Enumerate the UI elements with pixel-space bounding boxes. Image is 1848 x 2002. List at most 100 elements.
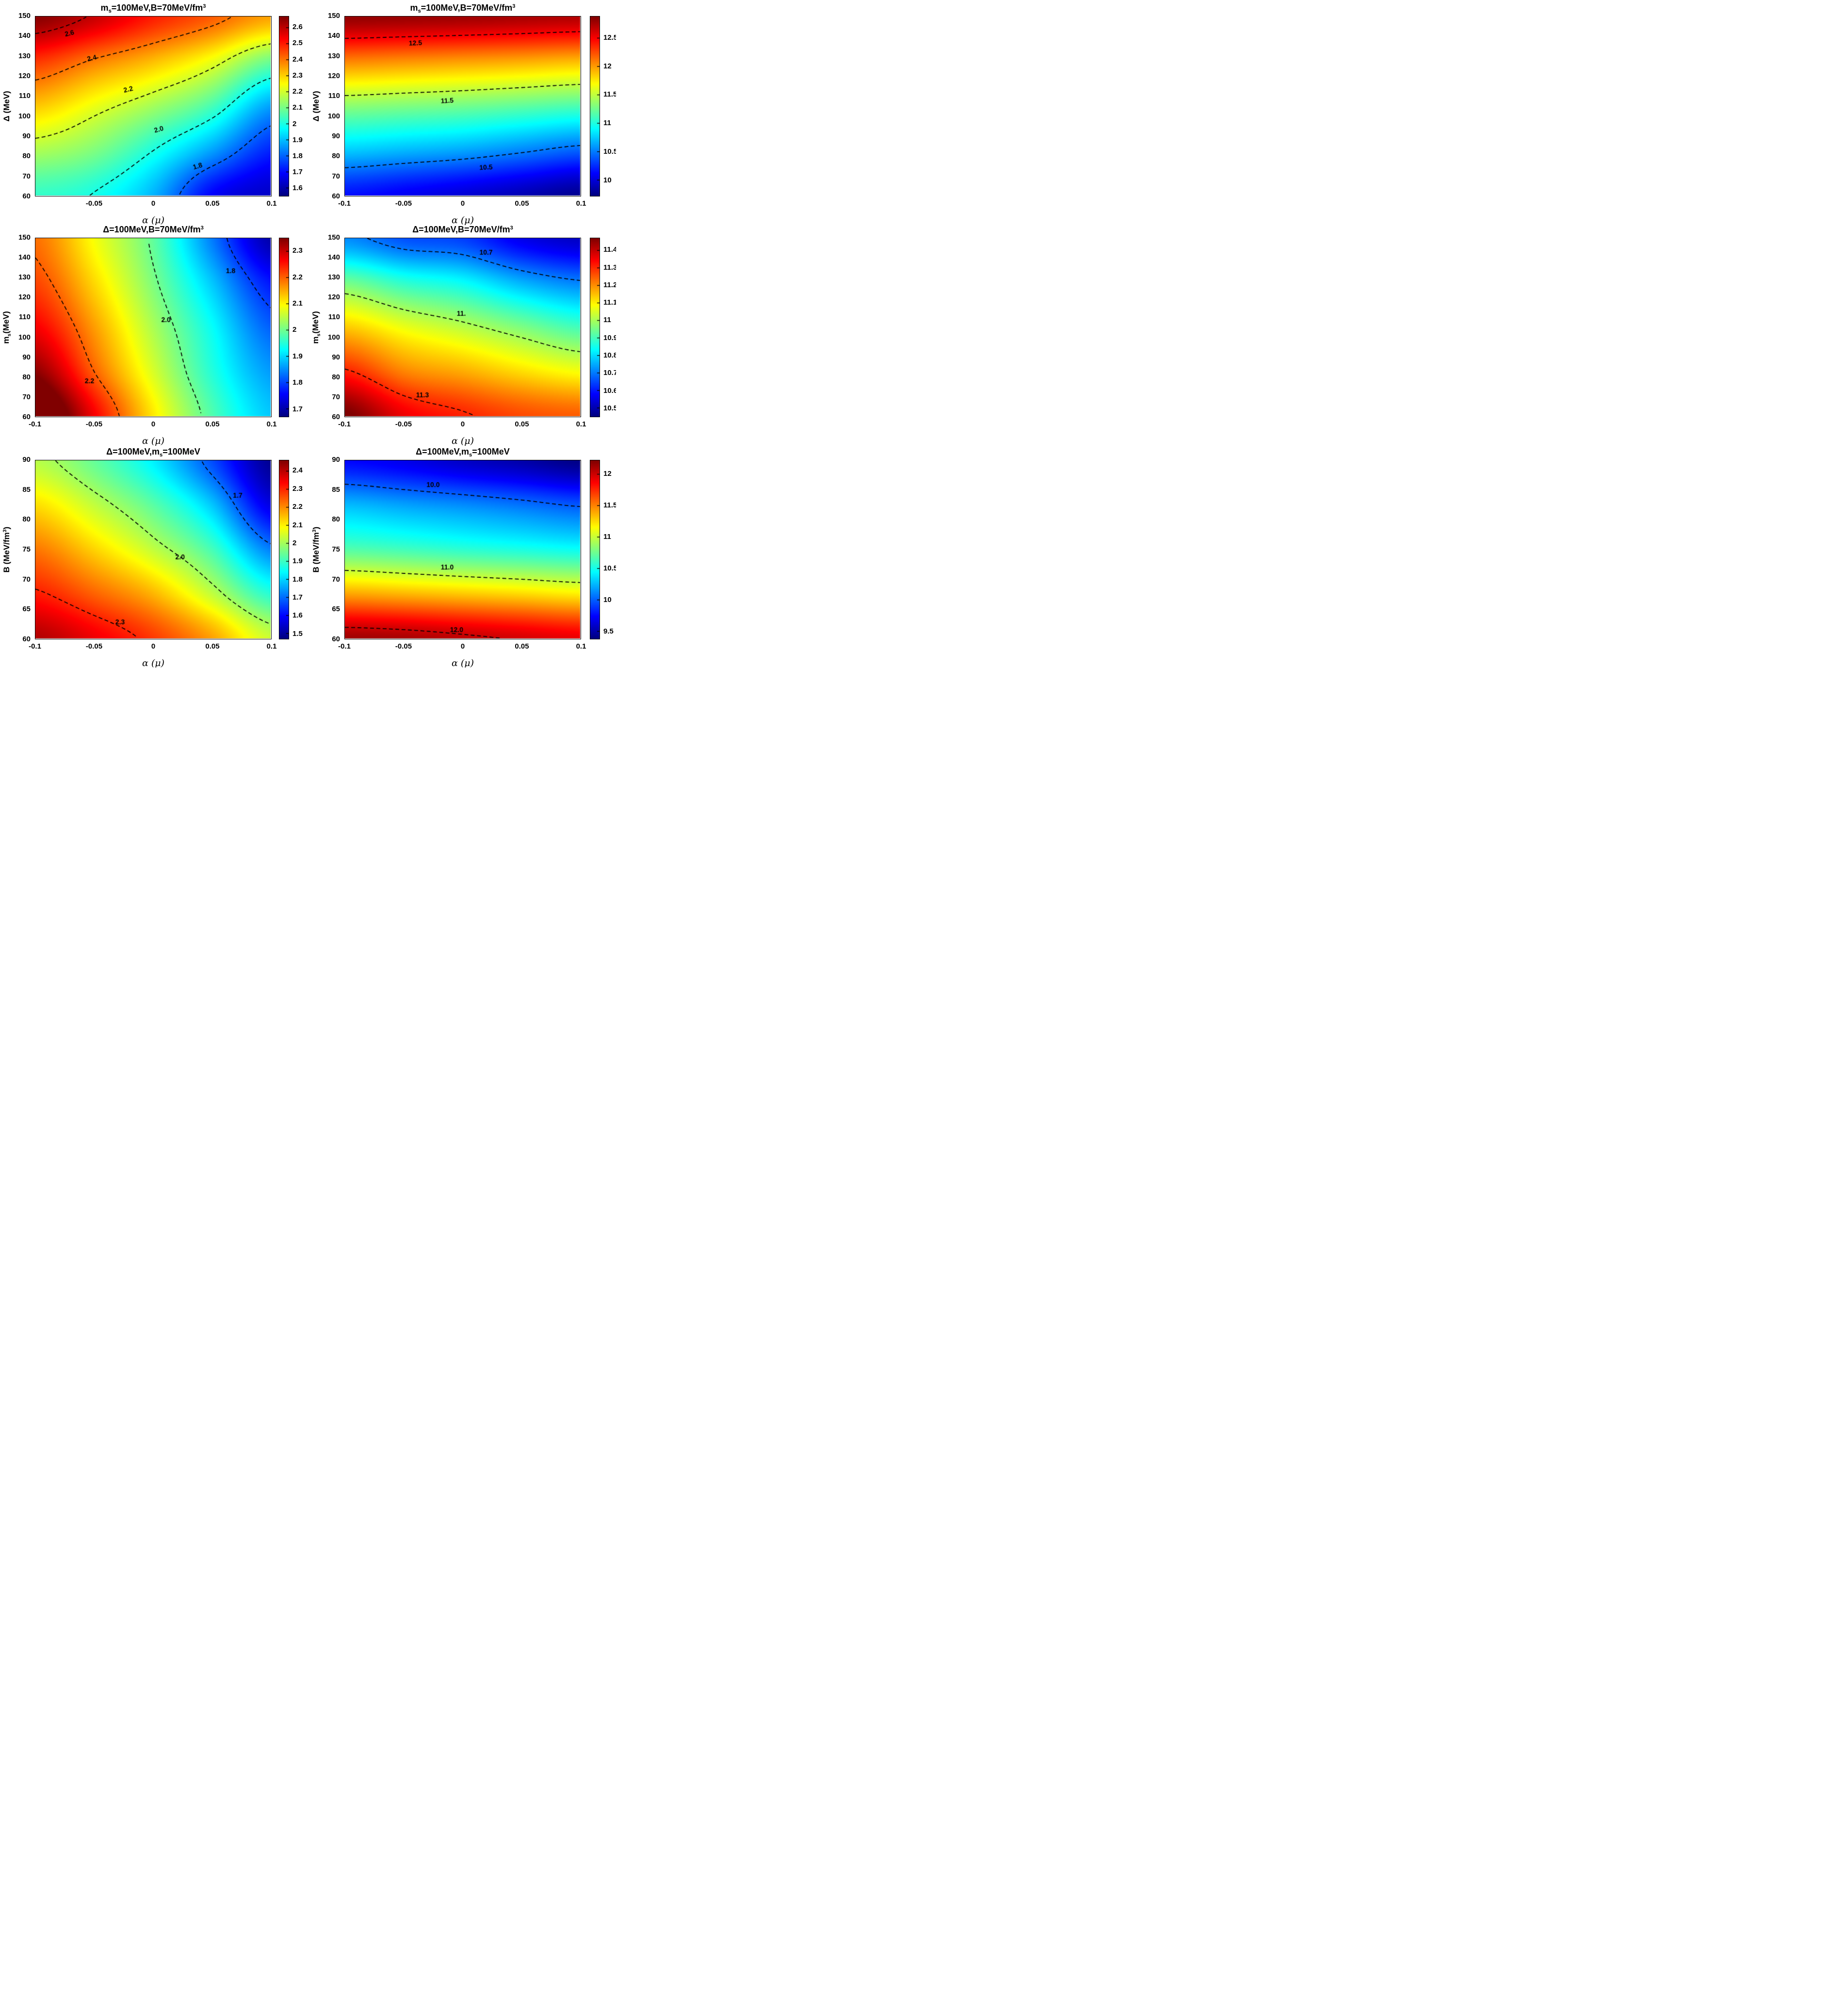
y-tick-label: 60 (332, 192, 340, 200)
x-tick-label: 0.1 (266, 199, 277, 208)
colorbar-tick-label: 1.9 (292, 557, 303, 566)
x-axis-label: α (μ) (451, 436, 474, 446)
x-tick-label: 0.05 (205, 642, 220, 651)
y-tick-label: 60 (22, 635, 31, 643)
y-tick-label: 150 (327, 12, 340, 20)
colorbar-tick-label: 10.6 (603, 386, 616, 395)
x-tick-label: 0 (151, 642, 156, 651)
colorbar-tick-label: 10.5 (603, 147, 616, 156)
x-tick-label: -0.1 (29, 642, 41, 651)
colorbar-tick-label: 1.9 (292, 135, 303, 144)
x-tick-label: -0.05 (85, 642, 103, 651)
colorbar-tick-label: 2.1 (292, 521, 303, 529)
colorbar-canvas (590, 238, 600, 417)
subplot-middle-left: Δ=100MeV,B=70MeV/fm3 ms(MeV) α (μ) -0.1-… (0, 0, 616, 667)
colorbar-tick-label: 1.8 (292, 378, 303, 387)
x-tick-label: -0.05 (395, 642, 412, 651)
x-tick-label: -0.05 (85, 420, 103, 428)
y-tick-label: 85 (332, 485, 340, 494)
colorbar-tick-label: 2.3 (292, 246, 303, 255)
text-segment: 3 (311, 529, 318, 533)
colorbar-tick-label: 11.5 (603, 90, 616, 99)
text-segment: =100MeV,B=70MeV/fm (111, 3, 203, 13)
colorbar-tick-label: 10 (603, 176, 612, 185)
colorbar (590, 460, 600, 639)
y-tick-label: 75 (22, 545, 31, 553)
colorbar-tick-label: 2.2 (292, 503, 303, 511)
subplot-bottom-left: Δ=100MeV,ms=100MeV B (MeV/fm3) α (μ) -0.… (0, 0, 616, 667)
y-tick-label: 130 (18, 273, 31, 282)
colorbar-tick-label: 1.6 (292, 184, 303, 193)
x-tick-label: 0.05 (515, 199, 529, 208)
text-segment: =100MeV (162, 447, 200, 456)
x-tick-label: 0.05 (205, 420, 220, 428)
colorbar-tick-label: 1.7 (292, 593, 303, 602)
plot-title: ms=100MeV,B=70MeV/fm3 (410, 3, 516, 14)
y-tick-label: 60 (22, 192, 31, 200)
y-tick-label: 110 (18, 313, 31, 322)
heatmap-plot-area (344, 16, 581, 196)
colorbar-tick-label: 11.2 (603, 280, 616, 289)
x-tick-label: 0.1 (266, 420, 277, 428)
colorbar-tick-label: 1.5 (292, 629, 303, 638)
colorbar-tick-label: 2 (292, 119, 297, 128)
colorbar-tick-label: 10.5 (603, 564, 616, 573)
subplot-top-left: ms=100MeV,B=70MeV/fm3 Δ (MeV) α (μ) -0.0… (0, 0, 616, 667)
text-segment: s (108, 8, 112, 15)
x-tick-label: 0 (460, 199, 465, 208)
y-tick-label: 90 (332, 456, 340, 464)
y-tick-label: 80 (332, 152, 340, 161)
colorbar-tick-label: 11 (603, 119, 611, 128)
colorbar-tick-label: 11.5 (603, 501, 616, 509)
y-tick-label: 100 (18, 333, 31, 342)
x-tick-label: 0 (460, 642, 465, 651)
x-tick-label: -0.05 (395, 199, 412, 208)
y-tick-label: 80 (22, 373, 31, 381)
colorbar-tick-label: 1.8 (292, 575, 303, 584)
x-tick-label: -0.1 (29, 420, 41, 428)
x-tick-label: 0.05 (515, 420, 529, 428)
colorbar (279, 460, 289, 639)
plot-title: Δ=100MeV,ms=100MeV (416, 447, 510, 458)
colorbar (279, 16, 289, 196)
x-tick-label: 0 (151, 420, 156, 428)
y-tick-label: 120 (18, 293, 31, 302)
x-axis-label: α (μ) (142, 215, 165, 226)
colorbar-tick-label: 9.5 (603, 627, 614, 636)
heatmap-canvas (345, 460, 580, 638)
colorbar-tick-label: 2.2 (292, 87, 303, 96)
y-tick-label: 80 (22, 515, 31, 524)
heatmap-plot-area (344, 460, 581, 639)
colorbar-tick-label: 2.1 (292, 103, 303, 112)
colorbar-tick-label: 12 (603, 62, 612, 70)
text-segment: s (418, 8, 421, 15)
y-tick-label: 90 (22, 456, 31, 464)
x-tick-label: 0 (460, 420, 465, 428)
text-segment: Δ=100MeV,m (416, 447, 470, 456)
colorbar-tick-label: 11 (603, 316, 611, 325)
y-tick-label: 90 (332, 353, 340, 361)
y-tick-label: 120 (327, 293, 340, 302)
y-tick-label: 150 (18, 12, 31, 20)
y-tick-label: 60 (332, 635, 340, 643)
y-tick-label: 75 (332, 545, 340, 553)
y-tick-label: 85 (22, 485, 31, 494)
y-tick-label: 150 (18, 233, 31, 242)
y-tick-label: 70 (22, 392, 31, 401)
x-axis-label: α (μ) (451, 658, 474, 667)
y-tick-label: 80 (22, 152, 31, 161)
y-tick-label: 130 (327, 51, 340, 60)
subplot-bottom-right: Δ=100MeV,ms=100MeV B (MeV/fm3) α (μ) -0.… (0, 0, 616, 667)
colorbar-canvas (279, 460, 289, 639)
colorbar-tick-label: 11.3 (603, 263, 616, 272)
y-tick-label: 60 (22, 413, 31, 421)
colorbar-tick-label: 2.3 (292, 71, 303, 80)
x-tick-label: -0.1 (338, 199, 351, 208)
colorbar-canvas (590, 460, 600, 639)
text-segment: m (410, 3, 418, 13)
x-tick-label: 0.1 (576, 420, 586, 428)
contour-figure: ms=100MeV,B=70MeV/fm3 Δ (MeV) α (μ) -0.0… (0, 0, 616, 667)
y-tick-label: 70 (332, 575, 340, 584)
y-tick-label: 140 (327, 32, 340, 40)
y-tick-label: 70 (332, 392, 340, 401)
